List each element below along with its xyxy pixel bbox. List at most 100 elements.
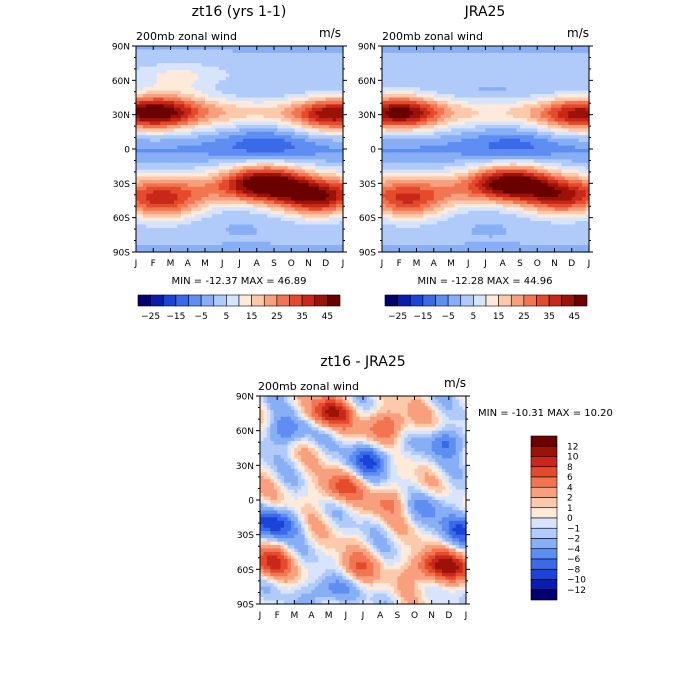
heatmap-cell — [270, 200, 275, 205]
colorbar-swatch — [162, 294, 177, 307]
heatmap-cell — [149, 176, 154, 181]
heatmap-cell — [332, 145, 337, 150]
heatmap-cell — [149, 197, 154, 202]
heatmap-cell — [215, 104, 220, 109]
heatmap-cell — [305, 70, 310, 75]
heatmap-cell — [160, 49, 165, 54]
heatmap-cell — [146, 49, 151, 54]
heatmap-cell — [311, 114, 316, 119]
heatmap-cell — [239, 238, 244, 243]
heatmap-cell — [222, 162, 227, 167]
heatmap-cell — [454, 104, 459, 109]
heatmap-cell — [256, 152, 261, 157]
heatmap-cell — [461, 94, 466, 99]
heatmap-cell — [329, 63, 334, 68]
heatmap-cell — [294, 241, 299, 246]
heatmap-cell — [561, 87, 566, 92]
heatmap-cell — [153, 111, 158, 116]
heatmap-cell — [413, 118, 418, 123]
heatmap-cell — [180, 241, 185, 246]
heatmap-cell — [329, 162, 334, 167]
heatmap-cell — [406, 104, 411, 109]
heatmap-cell — [447, 70, 452, 75]
heatmap-cell — [402, 63, 407, 68]
heatmap-cell — [187, 138, 192, 143]
heatmap-cell — [392, 70, 397, 75]
heatmap-cell — [294, 142, 299, 147]
heatmap-cell — [184, 241, 189, 246]
heatmap-cell — [277, 97, 282, 102]
heatmap-cell — [478, 107, 483, 112]
heatmap-cell — [329, 169, 334, 174]
heatmap-cell — [277, 234, 282, 239]
heatmap-cell — [308, 104, 313, 109]
heatmap-cell — [142, 197, 147, 202]
heatmap-cell — [315, 176, 320, 181]
heatmap-cell — [280, 231, 285, 236]
heatmap-cell — [163, 83, 168, 88]
heatmap-cell — [246, 131, 251, 136]
heatmap-cell — [325, 142, 330, 147]
heatmap-cell — [447, 59, 452, 64]
heatmap-cell — [537, 94, 542, 99]
heatmap-cell — [395, 118, 400, 123]
heatmap-cell — [180, 231, 185, 236]
heatmap-cell — [568, 111, 573, 116]
heatmap-cell — [263, 131, 268, 136]
heatmap-cell — [287, 52, 292, 57]
heatmap-cell — [177, 100, 182, 105]
heatmap-cell — [409, 104, 414, 109]
heatmap-cell — [315, 186, 320, 191]
heatmap-cell — [253, 90, 258, 95]
heatmap-cell — [475, 97, 480, 102]
heatmap-cell — [249, 118, 254, 123]
heatmap-cell — [156, 224, 161, 229]
heatmap-cell — [156, 121, 161, 126]
heatmap-cell — [413, 46, 418, 51]
heatmap-cell — [478, 114, 483, 119]
heatmap-cell — [277, 70, 282, 75]
heatmap-cell — [167, 200, 172, 205]
units-label: m/s — [319, 26, 341, 40]
heatmap-cell — [225, 94, 230, 99]
heatmap-cell — [284, 87, 289, 92]
heatmap-cell — [222, 214, 227, 219]
heatmap-cell — [274, 76, 279, 81]
heatmap-cell — [198, 179, 203, 184]
heatmap-cell — [461, 114, 466, 119]
heatmap-cell — [249, 138, 254, 143]
heatmap-cell — [239, 169, 244, 174]
heatmap-cell — [315, 80, 320, 85]
heatmap-cell — [291, 135, 296, 140]
heatmap-cell — [308, 173, 313, 178]
heatmap-cell — [267, 221, 272, 226]
heatmap-cell — [464, 59, 469, 64]
heatmap-cell — [194, 234, 199, 239]
heatmap-cell — [160, 207, 165, 212]
heatmap-cell — [187, 207, 192, 212]
heatmap-cell — [201, 138, 206, 143]
heatmap-cell — [385, 90, 390, 95]
heatmap-cell — [253, 245, 258, 250]
heatmap-cell — [246, 100, 251, 105]
heatmap-cell — [215, 94, 220, 99]
heatmap-cell — [177, 214, 182, 219]
heatmap-cell — [485, 46, 490, 51]
heatmap-cell — [506, 66, 511, 71]
heatmap-cell — [229, 121, 234, 126]
heatmap-cell — [136, 238, 141, 243]
heatmap-cell — [139, 142, 144, 147]
heatmap-cell — [526, 90, 531, 95]
heatmap-cell — [308, 107, 313, 112]
heatmap-cell — [136, 142, 141, 147]
heatmap-cell — [256, 142, 261, 147]
heatmap-cell — [308, 221, 313, 226]
heatmap-cell — [149, 214, 154, 219]
heatmap-cell — [222, 145, 227, 150]
heatmap-cell — [308, 197, 313, 202]
heatmap-cell — [205, 66, 210, 71]
heatmap-cell — [236, 52, 241, 57]
heatmap-cell — [191, 97, 196, 102]
heatmap-cell — [142, 100, 147, 105]
heatmap-cell — [187, 128, 192, 133]
